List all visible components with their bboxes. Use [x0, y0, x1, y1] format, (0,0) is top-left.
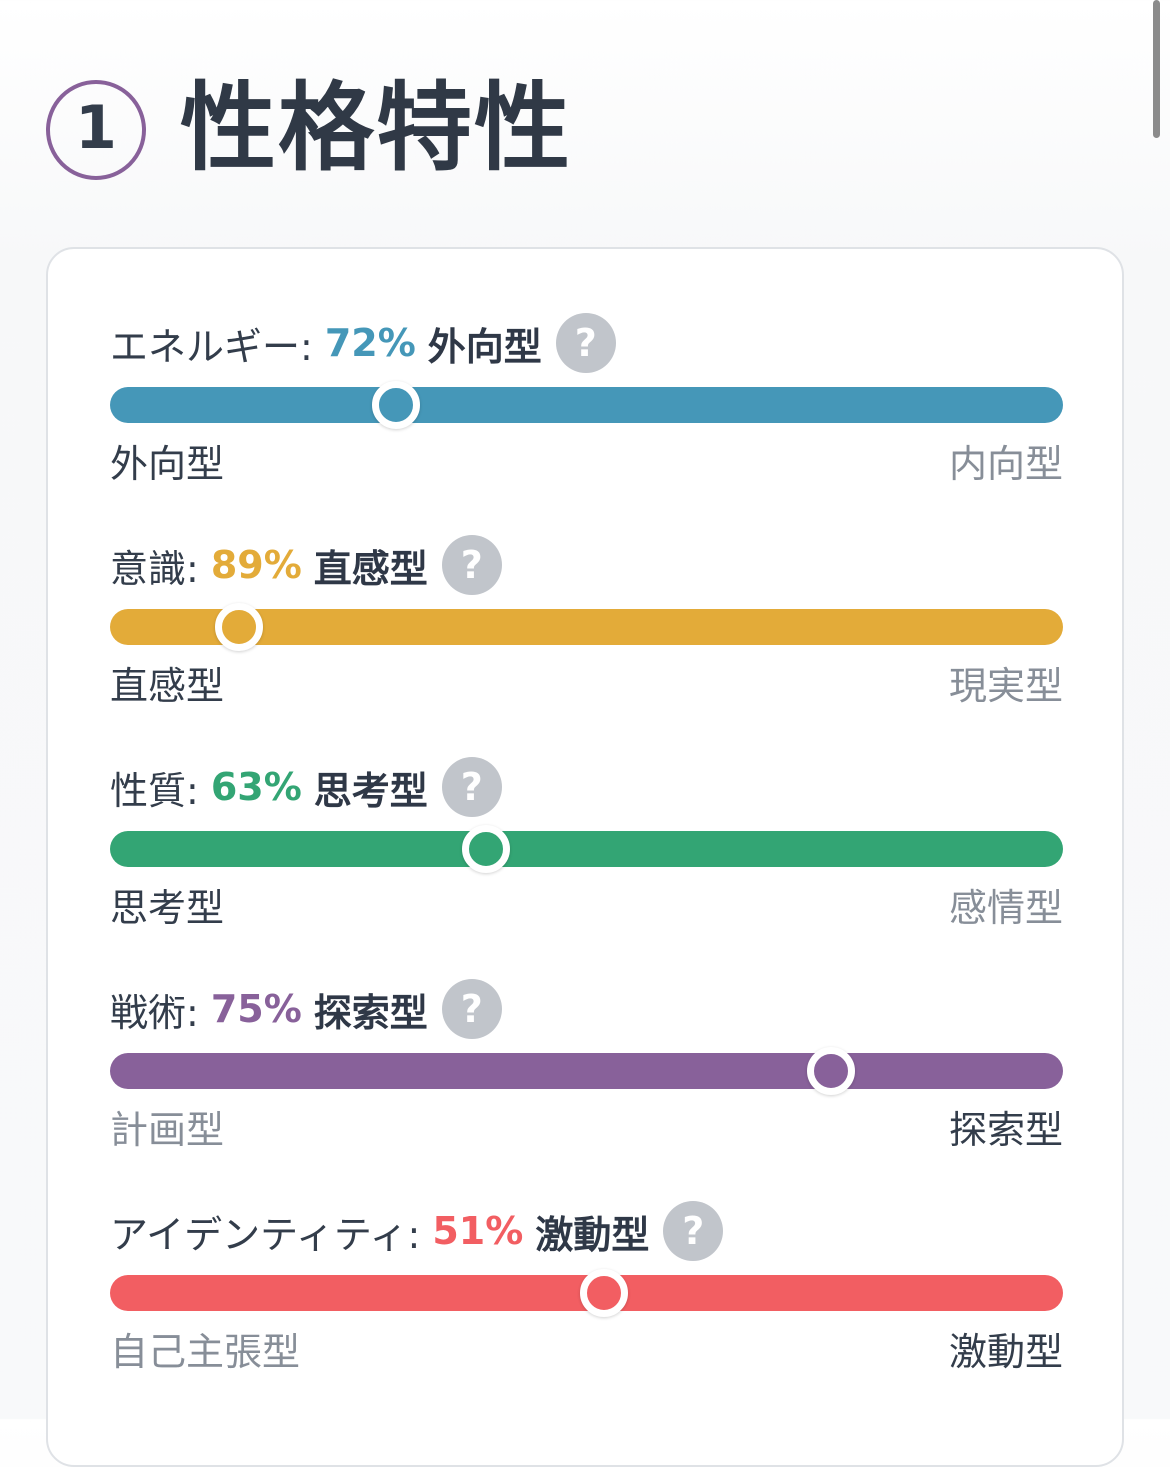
trait-percent: 89% [210, 543, 302, 587]
trait-percent: 51% [432, 1209, 524, 1253]
trait-slider-track [110, 1047, 1063, 1095]
trait-slider-thumb[interactable] [579, 1269, 628, 1317]
trait-end-labels: 計画型 探索型 [110, 1107, 1063, 1153]
trait-left-label: 計画型 [110, 1108, 225, 1152]
section-header: 1 性格特性 [46, 80, 572, 180]
trait-heading: 意識: 89% 直感型 ? [110, 533, 502, 597]
trait-heading: アイデンティティ: 51% 激動型 ? [110, 1199, 724, 1263]
trait-label: 性質: [110, 768, 199, 813]
trait-label: 意識: [110, 546, 199, 591]
trait-slider-thumb[interactable] [214, 603, 263, 651]
trait-right-label: 感情型 [948, 886, 1063, 930]
trait-identity: アイデンティティ: 51% 激動型 ? 自己主張型 激動型 [110, 1199, 1063, 1379]
trait-label: アイデンティティ: [110, 1212, 421, 1257]
trait-percent: 75% [210, 987, 302, 1031]
question-mark-icon[interactable]: ? [441, 757, 502, 817]
trait-slider-track [110, 825, 1063, 873]
trait-percent: 72% [324, 321, 416, 365]
trait-percent: 63% [210, 765, 302, 809]
trait-energy: エネルギー: 72% 外向型 ? 外向型 内向型 [110, 311, 1063, 491]
trait-slider-track [110, 603, 1063, 651]
trait-type: 外向型 [427, 324, 542, 369]
trait-left-label: 外向型 [110, 442, 225, 486]
question-mark-icon[interactable]: ? [441, 535, 502, 595]
trait-right-label: 内向型 [948, 442, 1063, 486]
traits-card: エネルギー: 72% 外向型 ? 外向型 内向型 意識: 89% 直感型 ? 直… [46, 247, 1124, 1467]
trait-type: 直感型 [313, 546, 428, 591]
trait-left-label: 自己主張型 [110, 1330, 301, 1374]
trait-right-label: 探索型 [948, 1108, 1063, 1152]
trait-type: 思考型 [313, 768, 428, 813]
trait-tactics: 戦術: 75% 探索型 ? 計画型 探索型 [110, 977, 1063, 1157]
trait-end-labels: 思考型 感情型 [110, 885, 1063, 931]
trait-right-label: 激動型 [948, 1330, 1063, 1374]
page-scrollbar[interactable] [1153, 0, 1160, 138]
trait-end-labels: 直感型 現実型 [110, 663, 1063, 709]
trait-slider-thumb[interactable] [807, 1047, 856, 1095]
trait-end-labels: 外向型 内向型 [110, 441, 1063, 487]
question-mark-icon[interactable]: ? [555, 313, 616, 373]
trait-label: エネルギー: [110, 324, 313, 369]
trait-type: 探索型 [313, 990, 428, 1035]
trait-type: 激動型 [535, 1212, 650, 1257]
step-number-badge: 1 [46, 80, 146, 180]
trait-left-label: 思考型 [110, 886, 225, 930]
trait-slider-track [110, 381, 1063, 429]
trait-slider-track [110, 1269, 1063, 1317]
trait-end-labels: 自己主張型 激動型 [110, 1329, 1063, 1375]
section-title: 性格特性 [180, 72, 572, 184]
trait-label: 戦術: [110, 990, 199, 1035]
trait-nature: 性質: 63% 思考型 ? 思考型 感情型 [110, 755, 1063, 935]
trait-heading: エネルギー: 72% 外向型 ? [110, 311, 616, 375]
trait-heading: 性質: 63% 思考型 ? [110, 755, 502, 819]
trait-mind: 意識: 89% 直感型 ? 直感型 現実型 [110, 533, 1063, 713]
question-mark-icon[interactable]: ? [441, 979, 502, 1039]
trait-right-label: 現実型 [948, 664, 1063, 708]
trait-slider-thumb[interactable] [371, 381, 420, 429]
question-mark-icon[interactable]: ? [663, 1201, 724, 1261]
trait-left-label: 直感型 [110, 664, 225, 708]
trait-heading: 戦術: 75% 探索型 ? [110, 977, 502, 1041]
trait-slider-thumb[interactable] [462, 825, 511, 873]
